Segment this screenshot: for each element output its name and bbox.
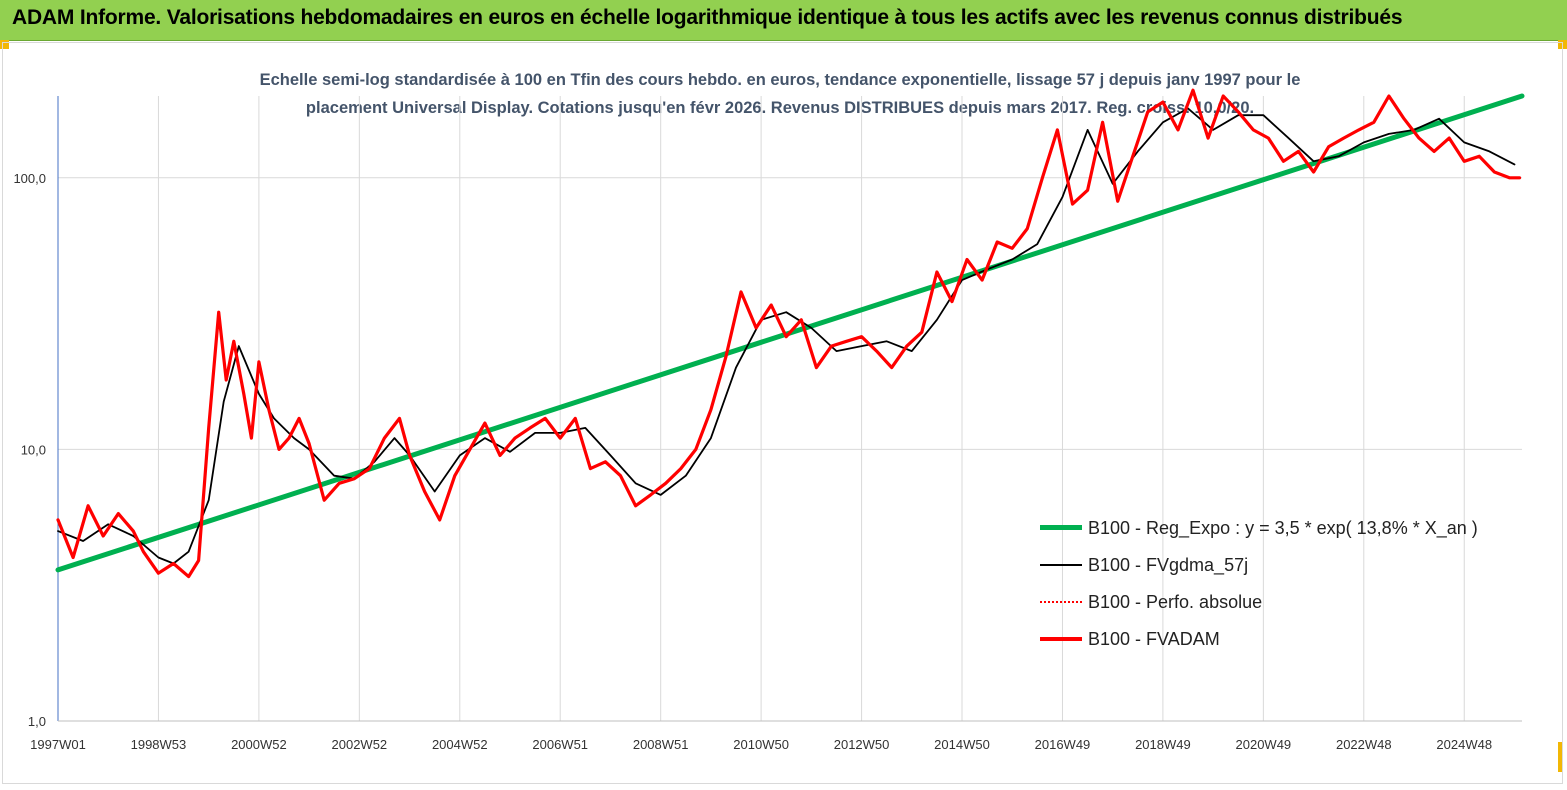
legend-item-reg-expo: B100 - Reg_Expo : y = 3,5 * exp( 13,8% *… (1040, 516, 1500, 540)
x-tick-label: 2020W49 (1236, 737, 1292, 752)
x-tick-label: 2008W51 (633, 737, 689, 752)
y-tick-label: 1,0 (28, 714, 46, 729)
x-tick-label: 2012W50 (834, 737, 890, 752)
legend-item-fvgdma: B100 - FVgdma_57j (1040, 553, 1500, 577)
chart-subtitle-line-2: placement Universal Display. Cotations j… (305, 99, 1255, 117)
x-tick-label: 2016W49 (1035, 737, 1091, 752)
x-tick-label: 2010W50 (733, 737, 789, 752)
x-tick-label: 2018W49 (1135, 737, 1191, 752)
x-tick-label: 2014W50 (934, 737, 990, 752)
legend-label: B100 - FVgdma_57j (1088, 555, 1249, 575)
corner-marker-top-left (0, 40, 9, 49)
legend-swatch-red-line (1040, 637, 1082, 641)
legend-swatch-dotted-line (1040, 601, 1082, 603)
x-tick-label: 2022W48 (1336, 737, 1392, 752)
x-tick-label: 1998W53 (131, 737, 187, 752)
chart-subtitle: Echelle semi-log standardisée à 100 en T… (160, 66, 1400, 122)
legend-item-fvadam: B100 - FVADAM (1040, 627, 1500, 651)
corner-marker-bottom-right (1558, 742, 1563, 772)
chart-frame (2, 42, 1563, 784)
title-banner: ADAM Informe. Valorisations hebdomadaire… (0, 0, 1567, 41)
chart-subtitle-line-1: Echelle semi-log standardisée à 100 en T… (259, 71, 1301, 89)
legend-label: B100 - Reg_Expo : y = 3,5 * exp( 13,8% *… (1088, 518, 1478, 538)
x-tick-label: 1997W01 (30, 737, 86, 752)
y-tick-label: 100,0 (13, 171, 46, 186)
x-tick-label: 2002W52 (332, 737, 388, 752)
y-tick-label: 10,0 (21, 442, 46, 457)
legend-swatch-green-line (1040, 525, 1082, 530)
x-tick-label: 2024W48 (1436, 737, 1492, 752)
x-tick-label: 2006W51 (532, 737, 588, 752)
x-tick-label: 2004W52 (432, 737, 488, 752)
legend-label: B100 - FVADAM (1088, 629, 1220, 649)
x-tick-label: 2000W52 (231, 737, 287, 752)
series-line-1 (57, 107, 1516, 565)
legend-swatch-black-line (1040, 564, 1082, 566)
legend-item-perfo-absolue: B100 - Perfo. absolue (1040, 590, 1500, 614)
series-line-3 (56, 88, 1522, 579)
page-title: ADAM Informe. Valorisations hebdomadaire… (12, 6, 1403, 29)
legend-label: B100 - Perfo. absolue (1088, 592, 1263, 612)
